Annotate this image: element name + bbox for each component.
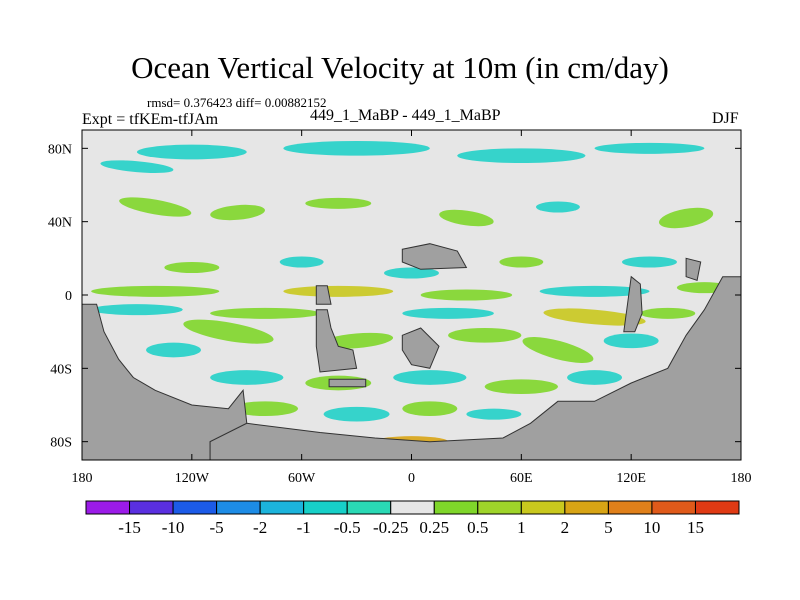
anomaly-patch	[164, 262, 220, 273]
colorbar-swatch	[694, 500, 740, 515]
anomaly-patch	[91, 304, 183, 316]
x-tick-label: 120E	[616, 471, 646, 486]
colorbar-swatch	[651, 500, 696, 515]
colorbar-swatch	[346, 500, 392, 515]
anomaly-patch	[594, 142, 705, 154]
anomaly-patch	[402, 401, 458, 416]
anomaly-patch	[543, 308, 646, 326]
land-mask	[82, 243, 741, 460]
anomaly-patch	[448, 328, 522, 343]
x-tick-label: 60E	[510, 471, 533, 486]
anomaly-patch	[119, 197, 192, 217]
anomaly-patch	[136, 144, 247, 160]
africa-land	[315, 309, 358, 373]
colorbar-label: -15	[118, 518, 141, 537]
anomaly-patch	[384, 267, 439, 279]
colorbar-label: 1	[517, 518, 526, 537]
colorbar-swatch	[520, 500, 566, 515]
x-tick-label: 60W	[288, 471, 316, 486]
anomaly-patch	[232, 401, 299, 416]
colorbar-swatch	[607, 500, 653, 515]
colorbar-swatch	[303, 500, 348, 515]
anomaly-patch	[323, 406, 390, 422]
anomaly-patch	[539, 285, 650, 297]
anomaly-patch	[91, 285, 220, 297]
season-label: DJF	[712, 110, 739, 127]
colorbar-swatch	[477, 500, 522, 515]
case-label: 449_1_MaBP - 449_1_MaBP	[310, 107, 501, 124]
anomaly-patch	[457, 148, 586, 164]
antarctica-land	[209, 276, 741, 460]
anomaly-patch	[466, 408, 522, 420]
anomaly-patch	[622, 256, 677, 268]
anomaly-patch	[210, 307, 320, 319]
colorbar-label: 15	[687, 518, 704, 537]
y-tick-label: 40S	[50, 362, 72, 377]
anomaly-patch	[567, 370, 623, 385]
anomaly-patch	[499, 256, 544, 268]
north-island-land	[401, 243, 468, 270]
x-tick-label: 0	[408, 471, 415, 486]
colorbar-label: 0.5	[467, 518, 488, 537]
anomaly-patch	[320, 332, 394, 349]
central-continent-land	[401, 327, 440, 369]
colorbar-label: 10	[643, 518, 660, 537]
experiment-label: Expt = tfKEm-tfJAm	[82, 111, 219, 128]
anomaly-patch	[603, 333, 659, 349]
colorbar-swatch	[390, 500, 435, 515]
anomaly-patch	[439, 209, 494, 227]
colorbar-swatch	[216, 500, 261, 515]
colorbar-swatch	[433, 500, 479, 515]
anomaly-patch	[283, 141, 430, 156]
colorbar-label: 0.25	[419, 518, 449, 537]
anomaly-patch	[305, 197, 372, 209]
x-tick-label: 180	[72, 471, 93, 486]
anomaly-patch	[658, 207, 714, 229]
colorbar-label: 5	[604, 518, 613, 537]
x-tick-label: 180	[731, 471, 752, 486]
anomaly-patch	[522, 337, 594, 363]
anomaly-patch	[100, 160, 174, 174]
y-tick-label: 0	[65, 289, 72, 304]
anomaly-patch	[420, 289, 513, 301]
colorbar-label: -5	[210, 518, 224, 537]
colorbar-label: -10	[162, 518, 185, 537]
anomaly-patch	[484, 379, 558, 394]
anomaly-patch	[402, 307, 494, 319]
y-tick-label: 80N	[48, 142, 72, 157]
equator-island-land	[315, 285, 332, 305]
colorbar-swatch	[172, 500, 218, 515]
anomaly-patch	[210, 370, 284, 385]
anomaly-patch	[210, 204, 265, 221]
colorbar-label: -1	[297, 518, 311, 537]
anomaly-patch	[146, 342, 201, 358]
y-tick-label: 80S	[50, 436, 72, 451]
australia-land	[623, 275, 643, 333]
axes: 180 120W 60W 0 60E 120E 180 80N 40N 0 40S 80S	[48, 130, 752, 486]
anomaly-patch	[279, 256, 324, 268]
colorbar-swatch	[129, 500, 174, 515]
y-tick-label: 40N	[48, 216, 72, 231]
stats-subtitle: rmsd= 0.376423 diff= 0.00882152	[147, 95, 327, 110]
colorbar-label: -2	[253, 518, 267, 537]
small-east-land	[685, 257, 702, 281]
anomaly-patch	[640, 307, 696, 319]
chart-title: Ocean Vertical Velocity at 10m (in cm/da…	[131, 50, 669, 85]
x-tick-label: 120W	[175, 471, 210, 486]
colorbar-swatch	[259, 500, 305, 515]
southern-bar-land	[328, 378, 367, 388]
anomaly-patch	[393, 370, 467, 385]
anomaly-patch	[535, 201, 580, 213]
colorbar-swatch	[85, 500, 131, 515]
anomaly-patch	[283, 285, 394, 297]
colorbar-label: -0.5	[334, 518, 361, 537]
colorbar: -15 -10 -5 -2 -1 -0.5 -0.25 0.25 0.5 1 2 5 10 15	[85, 500, 740, 537]
colorbar-label: -0.25	[373, 518, 408, 537]
anomaly-patch	[183, 319, 274, 344]
colorbar-label: 2	[561, 518, 570, 537]
colorbar-swatch	[564, 500, 609, 515]
